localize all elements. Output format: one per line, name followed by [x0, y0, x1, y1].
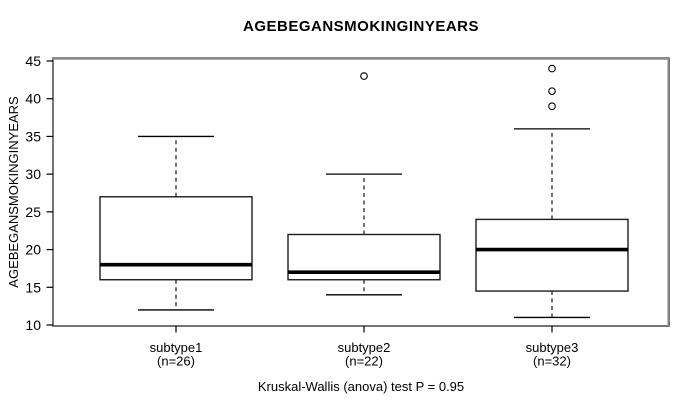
outlier-point	[360, 72, 368, 80]
y-axis-tick-label: 20	[25, 242, 41, 258]
iqr-box	[475, 218, 629, 292]
outlier-point	[548, 87, 556, 96]
outlier-point	[548, 64, 556, 73]
iqr-box	[99, 196, 253, 281]
y-axis-tick-label: 25	[25, 204, 41, 220]
y-axis-tick-label: 35	[25, 128, 41, 144]
outlier-point	[548, 102, 556, 111]
group-label: subtype1	[150, 340, 203, 355]
plot-layer: 1015202530354045subtype1(n=26)subtype2(n…	[25, 53, 670, 369]
y-axis-tick-label: 30	[25, 166, 41, 182]
y-axis-tick-label: 15	[25, 279, 41, 295]
y-axis-tick-label: 45	[25, 53, 41, 69]
group-n-label: (n=32)	[533, 354, 571, 369]
annotation-text: Kruskal-Wallis (anova) test P = 0.95	[258, 379, 464, 394]
y-axis-label: AGEBEGANSMOKINGINYEARS	[6, 96, 21, 288]
y-axis-tick-label: 40	[25, 91, 41, 107]
group-label: subtype3	[526, 340, 579, 355]
group-label: subtype2	[338, 340, 391, 355]
chart-title: AGEBEGANSMOKINGINYEARS	[243, 18, 479, 35]
group-n-label: (n=22)	[345, 354, 383, 369]
y-axis-tick-label: 10	[25, 317, 41, 333]
group-n-label: (n=26)	[157, 354, 195, 369]
